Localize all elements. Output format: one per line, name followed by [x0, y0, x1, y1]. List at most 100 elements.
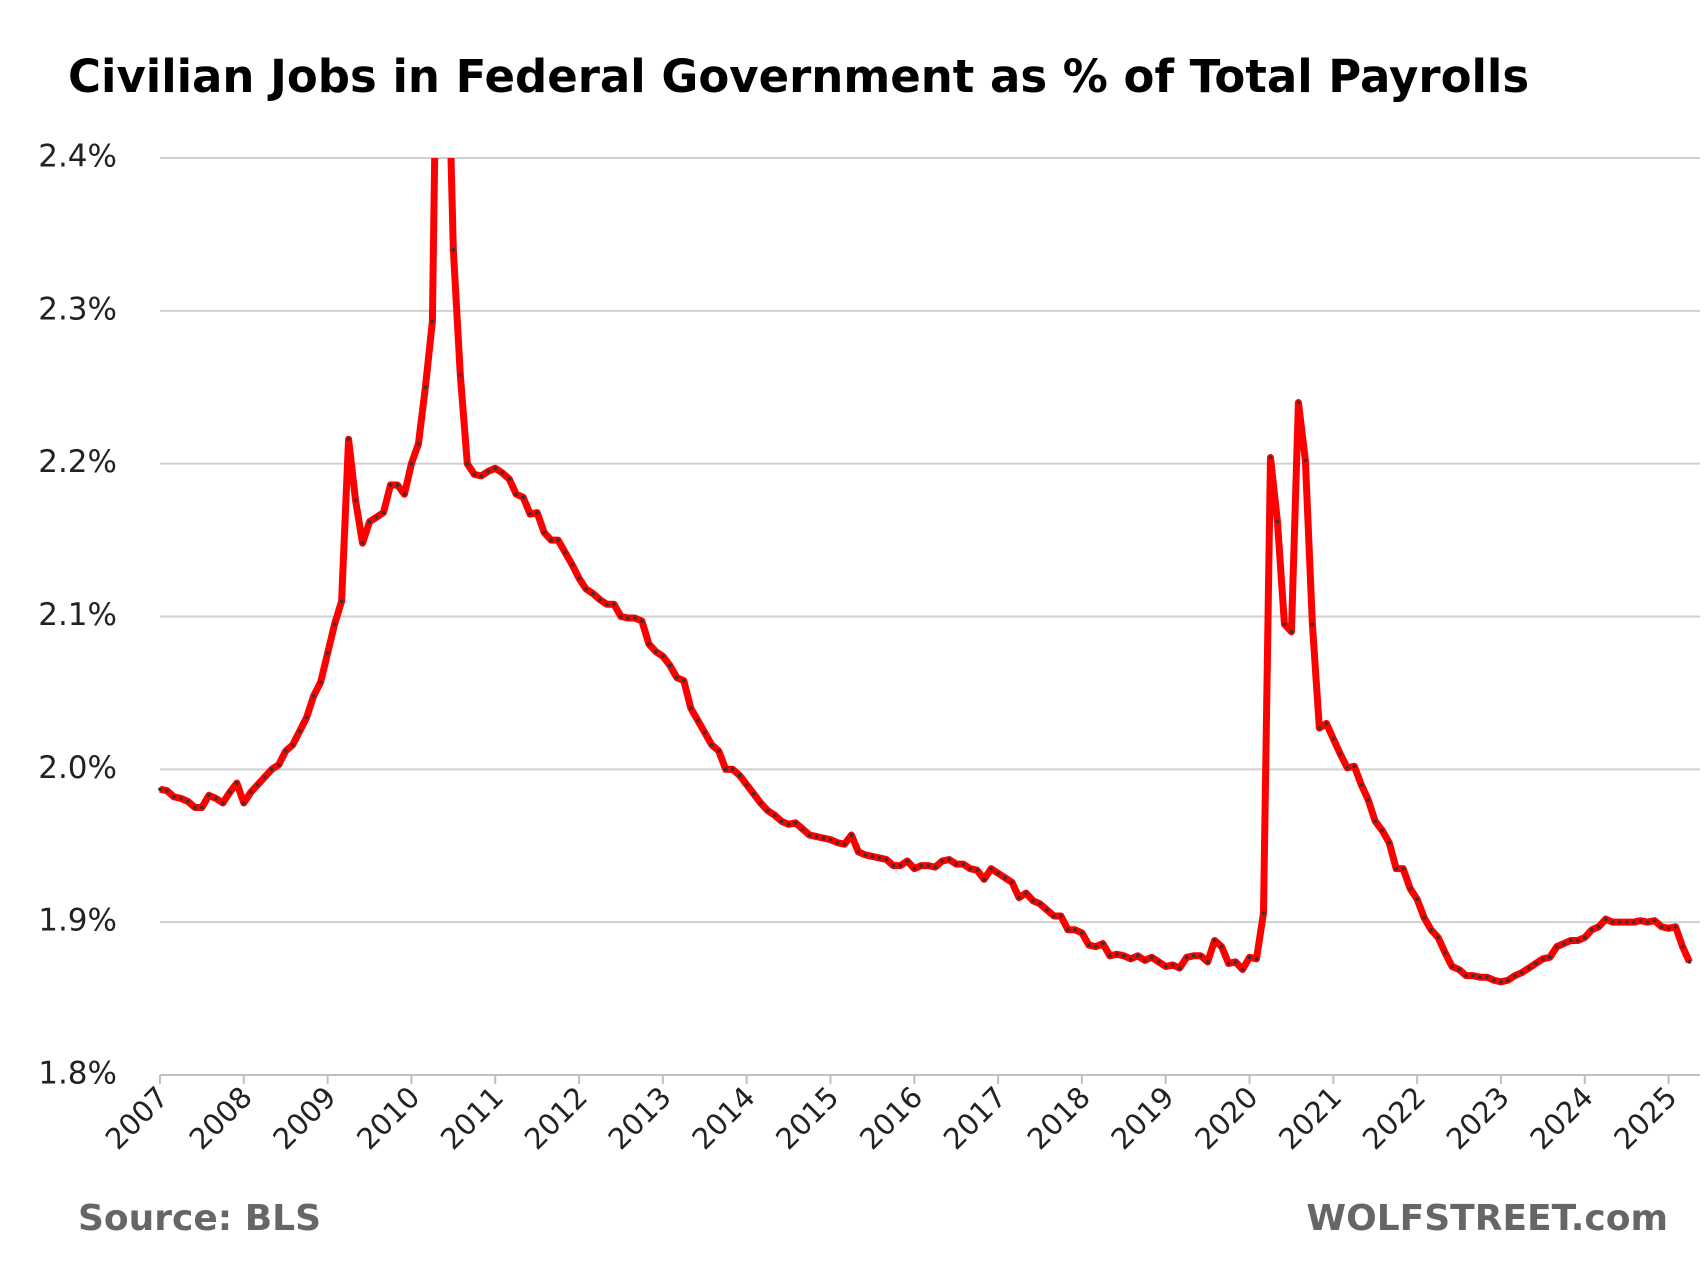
data-point: [968, 866, 972, 871]
data-point: [1380, 828, 1385, 833]
data-point: [1003, 876, 1007, 880]
data-point: [1289, 629, 1294, 634]
data-point: [1149, 955, 1154, 960]
data-point: [1024, 891, 1028, 895]
data-point: [528, 512, 532, 516]
data-point: [172, 795, 176, 799]
data-point: [1506, 978, 1510, 983]
data-point: [772, 813, 777, 817]
data-point: [332, 622, 337, 626]
data-point: [1052, 914, 1056, 918]
data-point: [828, 837, 833, 842]
data-point: [1394, 866, 1398, 871]
data-point: [465, 461, 470, 466]
data-point: [786, 822, 791, 827]
x-tick-label: 2022: [1356, 1080, 1432, 1156]
data-point: [688, 706, 693, 710]
data-point: [409, 461, 414, 466]
data-point: [716, 749, 721, 753]
data-point: [556, 538, 560, 542]
data-point: [633, 616, 637, 620]
data-point: [863, 853, 868, 857]
data-point: [1450, 964, 1454, 969]
data-point: [1687, 960, 1692, 964]
x-tick-label: 2019: [1104, 1080, 1180, 1156]
data-point: [255, 782, 260, 787]
data-point: [1457, 967, 1461, 972]
data-point: [353, 498, 358, 503]
data-point: [1408, 886, 1412, 891]
data-point: [626, 616, 630, 620]
x-tick-label: 2020: [1188, 1080, 1264, 1156]
data-point: [1128, 957, 1133, 961]
data-point: [458, 373, 463, 377]
data-point: [1080, 931, 1084, 935]
data-point: [1499, 979, 1503, 984]
data-point: [318, 680, 323, 685]
data-point: [472, 472, 477, 477]
data-point: [521, 495, 525, 500]
data-point: [423, 385, 428, 390]
y-tick-label: 2.0%: [38, 750, 117, 786]
data-point: [1596, 924, 1601, 929]
data-point: [1142, 958, 1147, 963]
data-point: [1303, 458, 1308, 463]
data-point: [367, 519, 372, 524]
data-point: [842, 842, 847, 847]
data-point: [1122, 953, 1126, 958]
data-point: [800, 827, 805, 831]
data-point: [388, 483, 393, 487]
data-point: [1582, 935, 1587, 940]
data-point: [179, 796, 183, 801]
data-point: [1443, 950, 1447, 955]
data-point: [619, 614, 623, 619]
data-point: [1352, 764, 1357, 769]
data-point: [1422, 915, 1426, 920]
x-tick-label: 2017: [937, 1080, 1013, 1156]
data-point: [158, 787, 162, 792]
data-point: [290, 743, 295, 747]
data-point: [1317, 726, 1322, 730]
data-point: [1568, 938, 1573, 943]
y-tick-label: 1.9%: [38, 903, 117, 939]
data-point: [262, 775, 267, 779]
data-point: [1464, 973, 1468, 978]
data-point: [311, 694, 316, 698]
data-point: [675, 675, 679, 680]
data-point: [276, 762, 281, 767]
data-point: [1345, 766, 1350, 770]
data-point: [947, 857, 952, 862]
data-point: [856, 850, 861, 854]
data-point: [723, 767, 728, 772]
data-point: [242, 801, 246, 805]
data-point: [563, 550, 567, 555]
data-point: [248, 790, 253, 795]
data-point: [304, 715, 309, 720]
credit: WOLFSTREET.com: [1306, 1198, 1668, 1239]
data-point: [493, 466, 498, 471]
data-point: [1073, 928, 1077, 932]
data-point: [982, 877, 986, 882]
data-point: [765, 808, 770, 813]
x-tick-label: 2025: [1607, 1080, 1683, 1156]
data-point: [1471, 973, 1475, 978]
data-point: [395, 483, 400, 487]
chart-title: Civilian Jobs in Federal Government as %…: [68, 50, 1529, 103]
data-point: [1219, 944, 1224, 949]
data-point: [1359, 782, 1364, 787]
data-point: [1331, 736, 1336, 741]
data-point: [1261, 911, 1266, 915]
data-point: [1324, 721, 1329, 726]
data-point: [235, 781, 239, 785]
data-point: [200, 805, 204, 810]
data-point: [584, 587, 588, 591]
data-point: [1268, 455, 1273, 460]
data-point: [535, 510, 539, 515]
data-point: [1436, 935, 1440, 940]
data-point: [737, 773, 742, 778]
data-point: [451, 247, 456, 252]
data-point: [1031, 898, 1035, 903]
data-point: [1066, 928, 1070, 932]
data-point: [1659, 924, 1664, 929]
